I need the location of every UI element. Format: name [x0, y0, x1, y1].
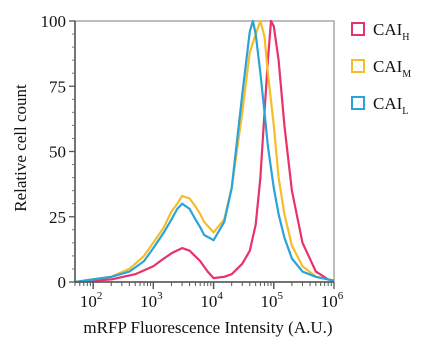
- legend-label-m: CAIM: [373, 57, 411, 80]
- legend-swatch-m: [351, 59, 365, 73]
- legend-swatch-h: [351, 22, 365, 36]
- y-tick-label: 75: [49, 77, 66, 96]
- legend-label-h: CAIH: [373, 20, 410, 43]
- legend: CAIH CAIM CAIL: [351, 20, 411, 117]
- series-line-h: [74, 19, 335, 284]
- x-tick-label: 103: [140, 290, 163, 311]
- series-lines: [74, 19, 335, 284]
- x-tick-label: 104: [200, 290, 223, 311]
- y-axis-label: Relative cell count: [11, 84, 30, 212]
- x-tick-label: 106: [321, 290, 344, 311]
- x-axis-label: mRFP Fluorescence Intensity (A.U.): [83, 318, 332, 337]
- x-tick-label: 105: [261, 290, 284, 311]
- series-line-l: [74, 19, 335, 284]
- plot-frame: [74, 20, 335, 283]
- plot-border: [74, 20, 335, 283]
- x-axis: 102 103 104 105 106: [74, 281, 344, 311]
- y-tick-label: 100: [41, 12, 67, 31]
- legend-swatch-l: [351, 96, 365, 110]
- y-axis: 0 25 50 75 100: [41, 12, 76, 292]
- x-tick-label: 102: [80, 290, 103, 311]
- y-tick-label: 25: [49, 208, 66, 227]
- legend-label-l: CAIL: [373, 94, 408, 117]
- y-tick-label: 0: [58, 273, 67, 292]
- y-tick-label: 50: [49, 143, 66, 162]
- series-line-m: [74, 19, 335, 284]
